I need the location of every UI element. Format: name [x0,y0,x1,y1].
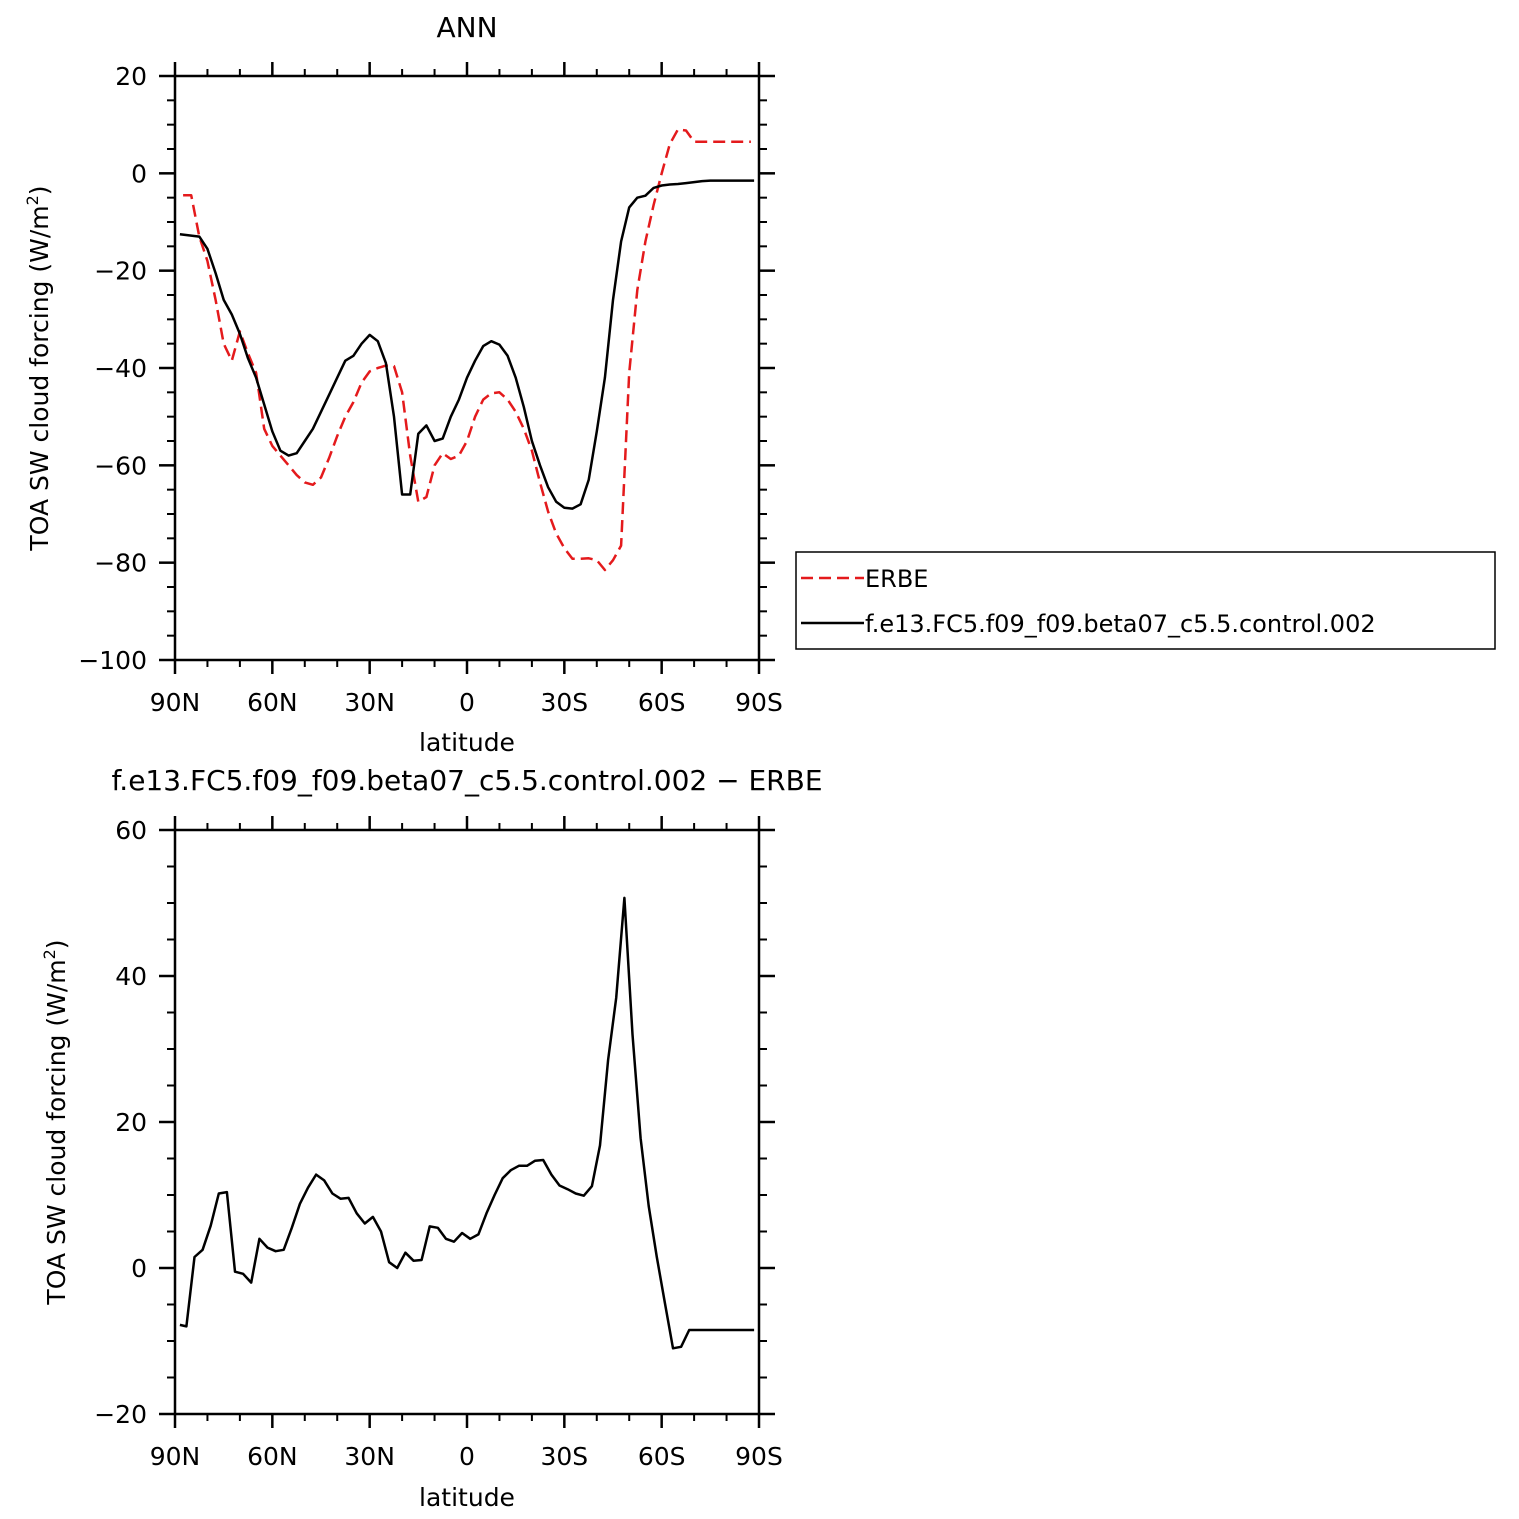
y-tick-label: 20 [115,1108,147,1137]
series-line-erbe [183,128,751,572]
x-tick-label: 30N [344,688,395,717]
y-tick-label: −20 [94,257,147,286]
y-tick-label: 20 [115,62,147,91]
top-x-tick-labels: 90N 60N 30N 0 30S 60S 90S [150,688,783,717]
top-series-group [179,128,755,572]
top-panel: ANN 20 0 −20 −40 −60 −80 −100 90N 60N 30N 0 30S 60S… [23,11,1496,757]
x-tick-label: 90N [150,1442,201,1471]
bottom-series-group [179,896,755,1350]
x-tick-label: 60N [247,1442,298,1471]
bottom-y-axis-label-main: TOA SW cloud forcing (W/m [42,959,71,1305]
y-tick-label: −60 [94,451,147,480]
top-plot-frame [173,74,761,662]
legend: ERBE f.e13.FC5.f09_f09.beta07_c5.5.contr… [795,551,1496,650]
bottom-axis-ticks [159,816,775,1428]
bottom-y-axis-label-sup: 2 [40,949,59,959]
y-tick-label: 0 [131,1254,147,1283]
bottom-x-axis-label: latitude [419,1483,515,1512]
bottom-y-axis-label: TOA SW cloud forcing (W/m2) [40,939,71,1305]
legend-box [795,551,1496,650]
bottom-panel: f.e13.FC5.f09_f09.beta07_c5.5.control.00… [40,764,823,1512]
y-tick-label: −80 [94,549,147,578]
y-tick-label: −40 [94,354,147,383]
top-x-axis-label: latitude [419,728,515,757]
top-y-axis-label-end: ) [25,185,54,195]
top-chart-title: ANN [436,11,497,44]
top-y-axis-label: TOA SW cloud forcing (W/m2) [23,185,54,551]
x-tick-label: 60N [247,688,298,717]
top-axis-ticks [159,62,775,674]
x-tick-label: 0 [459,688,475,717]
y-tick-label: −20 [94,1400,147,1429]
y-tick-label: 40 [115,962,147,991]
series-line-difference [179,896,755,1350]
bottom-x-tick-labels: 90N 60N 30N 0 30S 60S 90S [150,1442,783,1471]
y-tick-label: −100 [78,646,147,675]
x-tick-label: 30N [344,1442,395,1471]
legend-label-erbe: ERBE [865,565,928,593]
bottom-y-tick-labels: 60 40 20 0 −20 [94,816,147,1429]
x-tick-label: 90N [150,688,201,717]
legend-label-model: f.e13.FC5.f09_f09.beta07_c5.5.control.00… [865,610,1376,638]
x-tick-label: 0 [459,1442,475,1471]
top-y-axis-label-main: TOA SW cloud forcing (W/m [25,205,54,551]
x-tick-label: 60S [638,688,686,717]
x-tick-label: 30S [540,688,588,717]
bottom-chart-title: f.e13.FC5.f09_f09.beta07_c5.5.control.00… [111,764,822,797]
x-tick-label: 30S [540,1442,588,1471]
top-y-tick-labels: 20 0 −20 −40 −60 −80 −100 [78,62,147,675]
bottom-y-axis-label-end: ) [42,939,71,949]
series-line-model [179,179,755,510]
bottom-plot-frame [173,828,761,1416]
x-tick-label: 90S [735,1442,783,1471]
y-tick-label: 60 [115,816,147,845]
y-tick-label: 0 [131,159,147,188]
x-tick-label: 90S [735,688,783,717]
x-tick-label: 60S [638,1442,686,1471]
top-y-axis-label-sup: 2 [23,195,42,205]
